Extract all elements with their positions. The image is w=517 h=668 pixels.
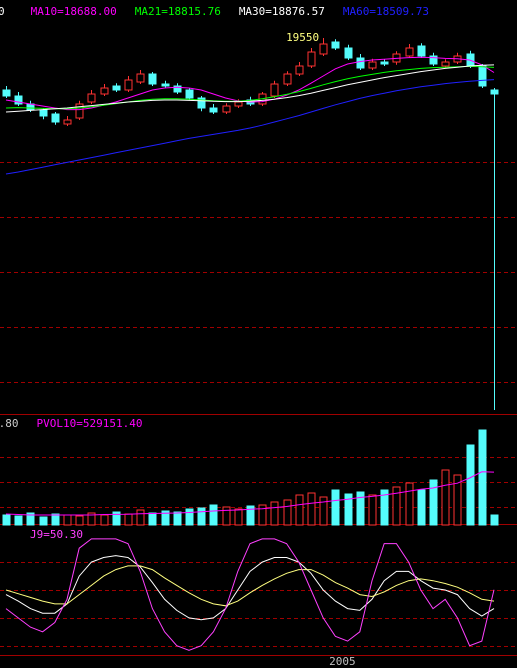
series-line bbox=[5, 538, 495, 651]
candle-body bbox=[283, 73, 292, 85]
candle-body bbox=[14, 95, 23, 105]
volume-bar bbox=[368, 494, 377, 526]
volume-bar bbox=[100, 514, 109, 526]
volume-bar bbox=[392, 486, 401, 526]
candle-body bbox=[63, 119, 72, 125]
candle-body bbox=[356, 57, 365, 69]
legend-entry: J9=50.30 bbox=[30, 528, 83, 541]
candle-body bbox=[295, 65, 304, 75]
candle-body bbox=[368, 61, 377, 69]
candle-body bbox=[87, 93, 96, 103]
candle-body bbox=[319, 43, 328, 55]
candle-body bbox=[234, 101, 243, 107]
series-line bbox=[5, 64, 495, 113]
series-line bbox=[5, 65, 495, 110]
volume-bar bbox=[197, 507, 206, 526]
candle-body bbox=[2, 89, 11, 97]
candle-body bbox=[429, 55, 438, 65]
volume-bar bbox=[405, 482, 414, 526]
candle-body bbox=[185, 89, 194, 99]
volume-bar bbox=[87, 512, 96, 526]
volume-bar bbox=[453, 474, 462, 526]
legend-entry: 3.80 bbox=[0, 417, 19, 430]
volume-bar bbox=[124, 513, 133, 526]
candle-body bbox=[405, 47, 414, 57]
volume-bar bbox=[75, 515, 84, 526]
candle-body bbox=[112, 85, 121, 91]
volume-bar bbox=[161, 510, 170, 526]
candle-body bbox=[490, 89, 499, 95]
volume-bar bbox=[283, 499, 292, 526]
candle-body bbox=[209, 107, 218, 113]
volume-bar bbox=[51, 513, 60, 526]
volume-bar bbox=[466, 444, 475, 526]
candle-body bbox=[307, 51, 316, 67]
volume-bar bbox=[417, 489, 426, 526]
x-tick-label: 2005 bbox=[329, 655, 356, 668]
volume-bar bbox=[307, 492, 316, 526]
volume-bar bbox=[234, 508, 243, 526]
volume-bar bbox=[112, 511, 121, 526]
volume-bar bbox=[380, 489, 389, 526]
candle-body bbox=[39, 109, 48, 117]
candle-body bbox=[417, 45, 426, 57]
candle-body bbox=[441, 61, 450, 67]
volume-bar bbox=[258, 504, 267, 526]
series-line bbox=[5, 565, 495, 607]
volume-bar bbox=[209, 504, 218, 526]
legend-entry: PVOL10=529151.40 bbox=[37, 417, 143, 430]
candle-body bbox=[51, 113, 60, 123]
legend-entry: MA21=18815.76 bbox=[135, 5, 221, 18]
volume-bar bbox=[490, 514, 499, 526]
volume-bar bbox=[270, 501, 279, 526]
volume-bar bbox=[344, 493, 353, 526]
volume-bar bbox=[14, 515, 23, 526]
volume-bar bbox=[319, 496, 328, 526]
candle-body bbox=[100, 87, 109, 95]
series-line bbox=[5, 471, 495, 516]
legend-label: 0 bbox=[0, 5, 5, 18]
volume-bar bbox=[429, 479, 438, 526]
candle-body bbox=[136, 73, 145, 83]
volume-bar bbox=[39, 516, 48, 526]
candle-body bbox=[478, 65, 487, 87]
candle-body bbox=[161, 83, 170, 87]
annotation: 19550 bbox=[286, 31, 319, 44]
candle-body bbox=[344, 47, 353, 59]
candle-body bbox=[197, 97, 206, 109]
volume-bar bbox=[63, 514, 72, 526]
volume-bar bbox=[441, 469, 450, 526]
volume-bar bbox=[331, 489, 340, 526]
volume-bar bbox=[356, 491, 365, 526]
volume-bar bbox=[185, 508, 194, 526]
volume-bar bbox=[222, 506, 231, 526]
volume-bar bbox=[2, 514, 11, 526]
series-line bbox=[5, 56, 495, 111]
volume-bar bbox=[136, 509, 145, 526]
volume-bar bbox=[478, 429, 487, 526]
candle-body bbox=[148, 73, 157, 85]
candle-body bbox=[331, 41, 340, 49]
candle-body bbox=[222, 105, 231, 113]
series-line bbox=[5, 79, 495, 175]
candle-body bbox=[270, 83, 279, 97]
candle-body bbox=[75, 103, 84, 119]
volume-bar bbox=[26, 512, 35, 526]
volume-bar bbox=[246, 505, 255, 526]
candle-body bbox=[380, 61, 389, 65]
candle-body bbox=[124, 79, 133, 91]
legend-entry: MA10=18688.00 bbox=[31, 5, 117, 18]
legend-entry: MA60=18509.73 bbox=[343, 5, 429, 18]
volume-bar bbox=[173, 511, 182, 526]
volume-bar bbox=[148, 512, 157, 526]
legend-entry: MA30=18876.57 bbox=[239, 5, 325, 18]
candle-body bbox=[173, 85, 182, 93]
series-line bbox=[5, 555, 495, 621]
volume-bar bbox=[295, 494, 304, 526]
